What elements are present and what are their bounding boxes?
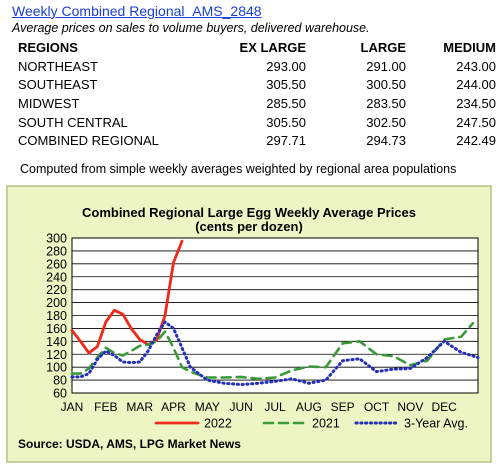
chart-title: Combined Regional Large Egg Weekly Avera…: [82, 205, 416, 220]
chart-subtitle: (cents per dozen): [195, 219, 303, 234]
table-cell: 283.50: [366, 95, 406, 111]
series-line-2021: [70, 322, 475, 381]
table-row: NORTHEAST 293.00 291.00 243.00: [18, 57, 496, 76]
report-code: AMS_2848: [192, 3, 262, 19]
column-header-ex-large: EX LARGE: [239, 40, 306, 55]
legend-label: 2022: [204, 417, 232, 431]
x-tick-label: JAN: [61, 400, 84, 414]
report-subtitle: Average prices on sales to volume buyers…: [12, 21, 370, 35]
column-header-medium: MEDIUM: [443, 40, 496, 55]
table-cell: 294.73: [366, 133, 406, 149]
table-cell: SOUTHEAST: [18, 77, 98, 93]
table-cell: 302.50: [366, 114, 406, 130]
table-cell: 297.71: [266, 133, 306, 149]
x-tick-label: JUL: [264, 400, 286, 414]
table-cell: 291.00: [366, 58, 406, 74]
legend-label: 2021: [312, 417, 340, 431]
table-cell: 285.50: [266, 95, 306, 111]
x-tick-label: FEB: [94, 400, 117, 414]
x-tick-label: OCT: [364, 400, 390, 414]
table-row: SOUTH CENTRAL 305.50 302.50 247.50: [18, 113, 496, 132]
column-header-large: LARGE: [360, 40, 407, 55]
egg-price-chart: Combined Regional Large Egg Weekly Avera…: [6, 185, 492, 463]
x-tick-label: AUG: [296, 400, 322, 414]
table-cell: MIDWEST: [18, 95, 80, 111]
report-title: Weekly Combined Regional: [12, 3, 185, 19]
egg-price-chart-panel: Combined Regional Large Egg Weekly Avera…: [6, 185, 492, 463]
y-tick-label: 140: [46, 335, 67, 349]
y-tick-label: 220: [46, 283, 67, 297]
y-tick-label: 160: [46, 322, 67, 336]
table-cell: NORTHEAST: [18, 58, 98, 74]
y-tick-label: 80: [53, 374, 67, 388]
table-row: COMBINED REGIONAL 297.71 294.73 242.49: [18, 131, 496, 150]
table-header-row: REGIONS EX LARGE LARGE MEDIUM: [18, 38, 496, 57]
series-line-3yr-avg: [70, 320, 480, 387]
x-tick-label: DEC: [431, 400, 457, 414]
report-title-link[interactable]: Weekly Combined Regional AMS_2848: [12, 3, 262, 19]
y-tick-label: 200: [46, 296, 67, 310]
y-tick-label: 240: [46, 270, 67, 284]
x-tick-label: APR: [161, 400, 186, 414]
table-cell: 305.50: [266, 77, 306, 93]
footnote: Computed from simple weekly averages wei…: [20, 162, 457, 176]
table-cell: 247.50: [456, 114, 496, 130]
chart-source: Source: USDA, AMS, LPG Market News: [18, 437, 241, 451]
regional-prices-table: REGIONS EX LARGE LARGE MEDIUM NORTHEAST …: [18, 38, 496, 150]
table-row: MIDWEST 285.50 283.50 234.50: [18, 94, 496, 113]
x-tick-label: MAY: [195, 400, 220, 414]
legend-label: 3-Year Avg.: [404, 417, 468, 431]
series-line-2022: [70, 239, 184, 355]
table-cell: 300.50: [366, 77, 406, 93]
y-tick-label: 120: [46, 348, 67, 362]
table-cell: COMBINED REGIONAL: [18, 133, 159, 149]
table-cell: 244.00: [456, 77, 496, 93]
x-tick-label: NOV: [397, 400, 423, 414]
y-tick-label: 260: [46, 257, 67, 271]
y-tick-label: 180: [46, 309, 67, 323]
y-tick-label: 280: [46, 244, 67, 258]
table-cell: 243.00: [456, 58, 496, 74]
table-cell: 293.00: [266, 58, 306, 74]
y-tick-label: 60: [53, 387, 67, 401]
table-row: SOUTHEAST 305.50 300.50 244.00: [18, 76, 496, 95]
x-tick-label: JUN: [229, 400, 252, 414]
table-cell: 234.50: [456, 95, 496, 111]
x-tick-label: SEP: [331, 400, 355, 414]
y-tick-label: 100: [46, 361, 67, 375]
x-tick-label: MAR: [126, 400, 153, 414]
table-cell: 305.50: [266, 114, 306, 130]
column-header-regions: REGIONS: [18, 40, 78, 55]
table-cell: SOUTH CENTRAL: [18, 114, 128, 130]
table-cell: 242.49: [456, 133, 496, 149]
y-tick-label: 300: [46, 232, 67, 246]
